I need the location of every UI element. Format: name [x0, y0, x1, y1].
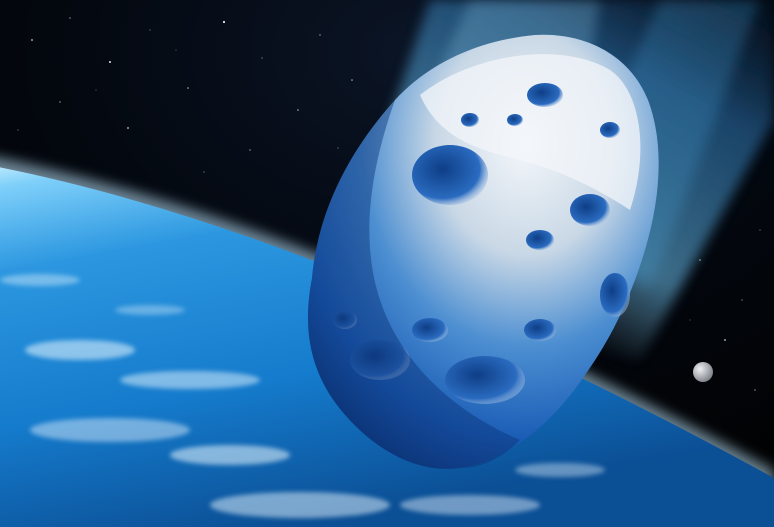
- star-field: [17, 17, 761, 391]
- asteroid: [307, 34, 659, 469]
- asteroid-craters: [333, 83, 630, 404]
- earth-clouds: [0, 274, 605, 518]
- moon: [693, 362, 713, 382]
